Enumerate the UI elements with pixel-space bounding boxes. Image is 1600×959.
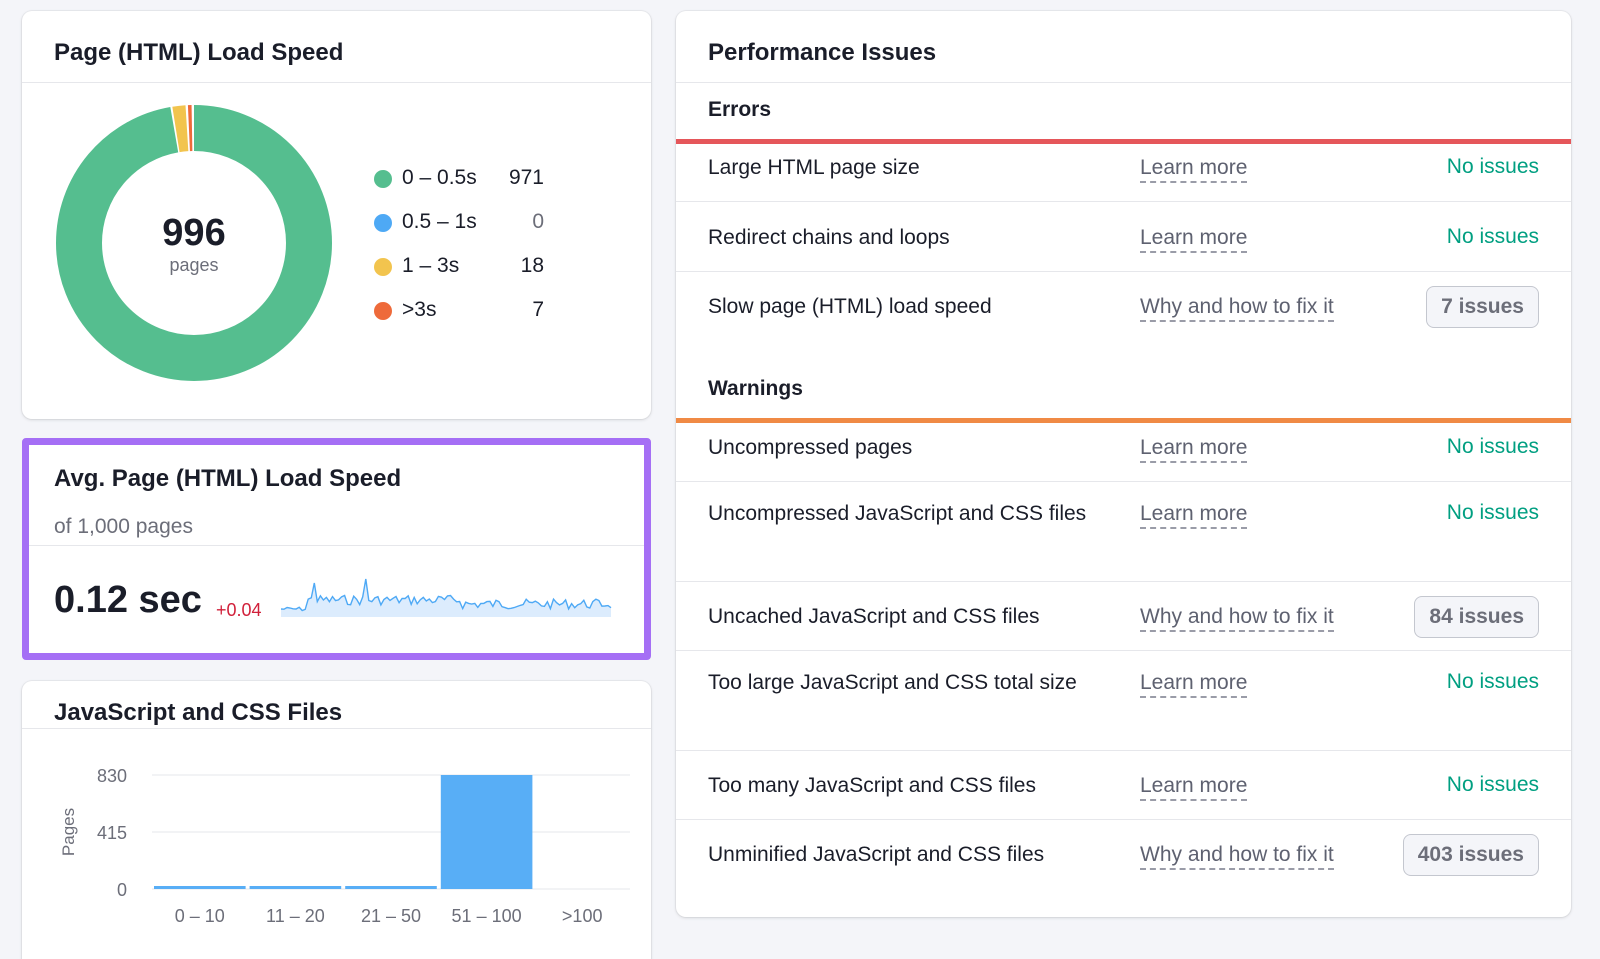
issue-status: No issues [1446, 501, 1539, 524]
issue-help-link[interactable]: Why and how to fix it [1140, 604, 1334, 632]
avg-load-speed-subtitle: of 1,000 pages [54, 515, 193, 538]
issue-status: No issues [1446, 224, 1539, 248]
issue-help-link[interactable]: Why and how to fix it [1140, 294, 1334, 322]
issue-row: Uncompressed JavaScript and CSS files Lea… [676, 482, 1571, 582]
warnings-section-title: Warnings [708, 377, 803, 400]
bar [345, 886, 437, 889]
issue-row: Uncompressed pages Learn more No issues [676, 413, 1571, 482]
y-tick-label: 0 [117, 880, 127, 900]
issue-name: Uncompressed JavaScript and CSS files [708, 502, 1087, 525]
bar [154, 886, 246, 889]
y-axis-label: Pages [59, 808, 78, 856]
issue-row: Too large JavaScript and CSS total size L… [676, 651, 1571, 751]
issue-row: Large HTML page size Learn more No issues [676, 133, 1571, 202]
issue-help-link[interactable]: Learn more [1140, 155, 1248, 183]
donut-slice [56, 105, 332, 381]
load-speed-card: Page (HTML) Load Speed 996 pages 0 – 0.5s… [22, 11, 651, 419]
donut-total: 996 [162, 212, 225, 254]
legend-item[interactable]: 0.5 – 1s 0 [374, 208, 544, 252]
issue-help-link[interactable]: Learn more [1140, 773, 1248, 801]
x-tick-label: >100 [562, 906, 603, 926]
issue-help-link[interactable]: Learn more [1140, 501, 1248, 529]
x-tick-label: 0 – 10 [175, 906, 225, 926]
bar [249, 886, 342, 889]
issue-status: No issues [1446, 670, 1539, 693]
legend-count: 7 [532, 298, 544, 321]
issue-row: Unminified JavaScript and CSS files Why a… [676, 820, 1571, 889]
divider [676, 82, 1571, 83]
legend-count: 971 [508, 166, 544, 189]
x-tick-label: 21 – 50 [361, 906, 421, 926]
errors-section-title: Errors [708, 98, 772, 121]
issue-name: Slow page (HTML) load speed [708, 294, 992, 318]
js-css-files-card: JavaScript and CSS Files 830 415 0 Pages 0 –… [22, 681, 651, 959]
avg-load-speed-delta: +0.04 [216, 600, 262, 620]
issue-name: Redirect chains and loops [708, 225, 950, 249]
legend-dot-icon [374, 170, 392, 188]
legend-dot-icon [374, 214, 392, 232]
divider [29, 545, 644, 546]
issue-name: Too many JavaScript and CSS files [708, 773, 1036, 797]
donut-slice [56, 105, 332, 381]
issue-name: Large HTML page size [708, 155, 920, 179]
issue-count-badge[interactable]: 84 issues [1414, 595, 1539, 638]
legend-dot-icon [374, 302, 392, 320]
issue-row: Redirect chains and loops Learn more No is… [676, 203, 1571, 272]
performance-issues-card: Performance Issues Errors Large HTML pag… [676, 11, 1571, 917]
issue-name: Uncached JavaScript and CSS files [708, 604, 1040, 628]
legend-label: 1 – 3s [402, 254, 460, 277]
issue-status: No issues [1446, 154, 1539, 178]
x-tick-label: 51 – 100 [452, 906, 522, 926]
y-tick-label: 830 [97, 766, 127, 786]
errors-bar [676, 139, 1571, 144]
issue-count-badge[interactable]: 7 issues [1426, 285, 1539, 328]
legend-dot-icon [374, 258, 392, 276]
issue-name: Unminified JavaScript and CSS files [708, 842, 1045, 866]
warnings-bar [676, 418, 1571, 423]
issue-help-link[interactable]: Learn more [1140, 435, 1248, 463]
issue-name: Uncompressed pages [708, 435, 913, 459]
legend-item[interactable]: 0 – 0.5s 971 [374, 164, 544, 208]
legend-count: 0 [532, 210, 544, 233]
issue-row: Uncached JavaScript and CSS files Why and… [676, 582, 1571, 651]
avg-load-speed-title: Avg. Page (HTML) Load Speed [54, 465, 402, 492]
issue-status: No issues [1446, 434, 1539, 458]
bar [440, 775, 533, 889]
load-speed-legend: 0 – 0.5s 971 0.5 – 1s 0 1 – 3s 18 >3s 7 [374, 164, 544, 340]
issue-count-badge[interactable]: 403 issues [1402, 833, 1539, 876]
issue-help-link[interactable]: Why and how to fix it [1140, 842, 1334, 870]
divider [22, 728, 651, 729]
avg-load-speed-value: 0.12 sec [54, 579, 202, 621]
donut-total-label: pages [169, 255, 218, 275]
x-tick-label: 11 – 20 [266, 906, 325, 926]
load-speed-title: Page (HTML) Load Speed [54, 39, 344, 66]
y-tick-label: 415 [97, 823, 127, 843]
legend-label: 0 – 0.5s [402, 166, 477, 189]
js-css-files-title: JavaScript and CSS Files [54, 699, 343, 726]
divider [22, 82, 651, 83]
issue-help-link[interactable]: Learn more [1140, 225, 1248, 253]
legend-item[interactable]: >3s 7 [374, 296, 544, 340]
legend-count: 18 [520, 254, 544, 277]
performance-issues-title: Performance Issues [708, 39, 937, 66]
issue-help-link[interactable]: Learn more [1140, 670, 1248, 698]
legend-item[interactable]: 1 – 3s 18 [374, 252, 544, 296]
js-css-files-chart: 830 415 0 Pages 0 – 10 11 – 20 21 – 50 51 – 100… [59, 766, 630, 926]
issue-name: Too large JavaScript and CSS total size [708, 671, 1077, 694]
issue-row: Too many JavaScript and CSS files Learn m… [676, 751, 1571, 820]
issue-status: No issues [1446, 772, 1539, 796]
donut-slice [56, 105, 332, 381]
issue-row: Slow page (HTML) load speed Why and how t… [676, 272, 1571, 341]
sparkline-line [280, 578, 612, 612]
avg-load-speed-card[interactable]: Avg. Page (HTML) Load Speed of 1,000 pag… [22, 438, 651, 660]
legend-label: >3s [402, 298, 437, 321]
legend-label: 0.5 – 1s [402, 210, 477, 233]
avg-load-speed-sparkline [280, 578, 612, 617]
